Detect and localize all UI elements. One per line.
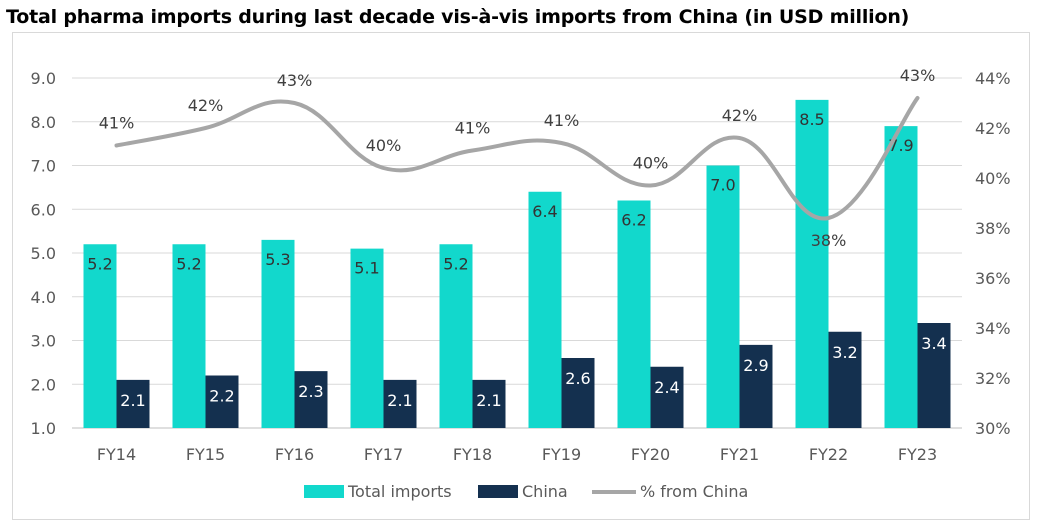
legend-swatch-china: [478, 485, 518, 498]
left-axis-tick: 3.0: [31, 332, 56, 351]
bar-china: [739, 344, 773, 428]
bar-label-china: 3.4: [921, 334, 946, 353]
bar-total-imports: [261, 239, 295, 428]
x-axis-tick: FY18: [453, 445, 492, 464]
bar-china: [561, 358, 595, 428]
left-axis-tick: 6.0: [31, 200, 56, 219]
line-label: 41%: [99, 114, 135, 133]
line-label: 43%: [277, 71, 313, 90]
bar-china: [917, 323, 951, 428]
bar-label-china: 2.1: [476, 391, 501, 410]
chart-title: Total pharma imports during last decade …: [6, 6, 910, 28]
line-label: 40%: [633, 154, 669, 173]
bar-china: [205, 375, 239, 428]
bar-label-total: 6.4: [532, 202, 557, 221]
bar-label-total: 7.0: [710, 176, 735, 195]
bar-label-china: 2.1: [387, 391, 412, 410]
line-label: 41%: [455, 119, 491, 138]
right-axis-tick: 38%: [975, 219, 1011, 238]
x-axis-tick: FY22: [809, 445, 848, 464]
legend-label: Total imports: [347, 482, 452, 501]
x-axis-tick: FY17: [364, 445, 403, 464]
line-label: 42%: [722, 106, 758, 125]
x-axis-tick: FY14: [97, 445, 136, 464]
left-axis-tick: 5.0: [31, 244, 56, 263]
right-axis-tick: 32%: [975, 369, 1011, 388]
left-axis-tick: 8.0: [31, 113, 56, 132]
bar-label-china: 2.4: [654, 378, 679, 397]
line-label: 43%: [900, 66, 936, 85]
line-label: 38%: [811, 231, 847, 250]
bar-china: [383, 379, 417, 428]
bar-china: [828, 331, 862, 428]
x-axis-tick: FY21: [720, 445, 759, 464]
bar-label-china: 2.9: [743, 356, 768, 375]
bar-label-total: 5.2: [87, 254, 112, 273]
bar-total-imports: [528, 191, 562, 428]
line-label: 40%: [366, 136, 402, 155]
bar-label-total: 6.2: [621, 211, 646, 230]
bar-china: [116, 379, 150, 428]
x-axis-tick: FY19: [542, 445, 581, 464]
bar-label-total: 8.5: [799, 110, 824, 129]
bar-label-total: 5.3: [265, 250, 290, 269]
bar-total-imports: [83, 244, 117, 428]
bar-china: [472, 379, 506, 428]
left-axis-tick: 2.0: [31, 375, 56, 394]
bar-label-china: 2.6: [565, 369, 590, 388]
bar-total-imports: [706, 165, 740, 428]
legend-label: China: [522, 482, 568, 501]
bar-label-china: 2.1: [120, 391, 145, 410]
x-axis-tick: FY20: [631, 445, 670, 464]
bar-total-imports: [795, 99, 829, 428]
right-axis-tick: 42%: [975, 119, 1011, 138]
bar-label-china: 3.2: [832, 343, 857, 362]
bar-label-total: 5.2: [443, 254, 468, 273]
left-axis-tick: 7.0: [31, 157, 56, 176]
x-axis-tick: FY23: [898, 445, 937, 464]
bar-label-china: 2.3: [298, 382, 323, 401]
right-axis-tick: 30%: [975, 419, 1011, 438]
bar-total-imports: [172, 244, 206, 428]
bar-label-china: 2.2: [209, 387, 234, 406]
line-label: 42%: [188, 96, 224, 115]
line-pct-from-china: [114, 96, 920, 221]
bar-total-imports: [617, 200, 651, 428]
x-axis-tick: FY15: [186, 445, 225, 464]
right-axis-tick: 44%: [975, 69, 1011, 88]
bar-total-imports: [439, 244, 473, 428]
bar-total-imports: [350, 248, 384, 428]
bar-china: [650, 366, 684, 428]
bar-label-total: 5.2: [176, 254, 201, 273]
line-label: 41%: [544, 111, 580, 130]
right-axis-tick: 34%: [975, 319, 1011, 338]
left-axis-tick: 9.0: [31, 69, 56, 88]
left-axis-tick: 4.0: [31, 288, 56, 307]
right-axis-tick: 36%: [975, 269, 1011, 288]
bar-label-total: 5.1: [354, 259, 379, 278]
x-axis-tick: FY16: [275, 445, 314, 464]
legend-swatch-total-imports: [304, 485, 344, 498]
chart-frame: [12, 32, 1030, 520]
bar-china: [294, 371, 328, 428]
bar-total-imports: [884, 126, 918, 428]
legend-label: % from China: [640, 482, 748, 501]
right-axis-tick: 40%: [975, 169, 1011, 188]
left-axis-tick: 1.0: [31, 419, 56, 438]
